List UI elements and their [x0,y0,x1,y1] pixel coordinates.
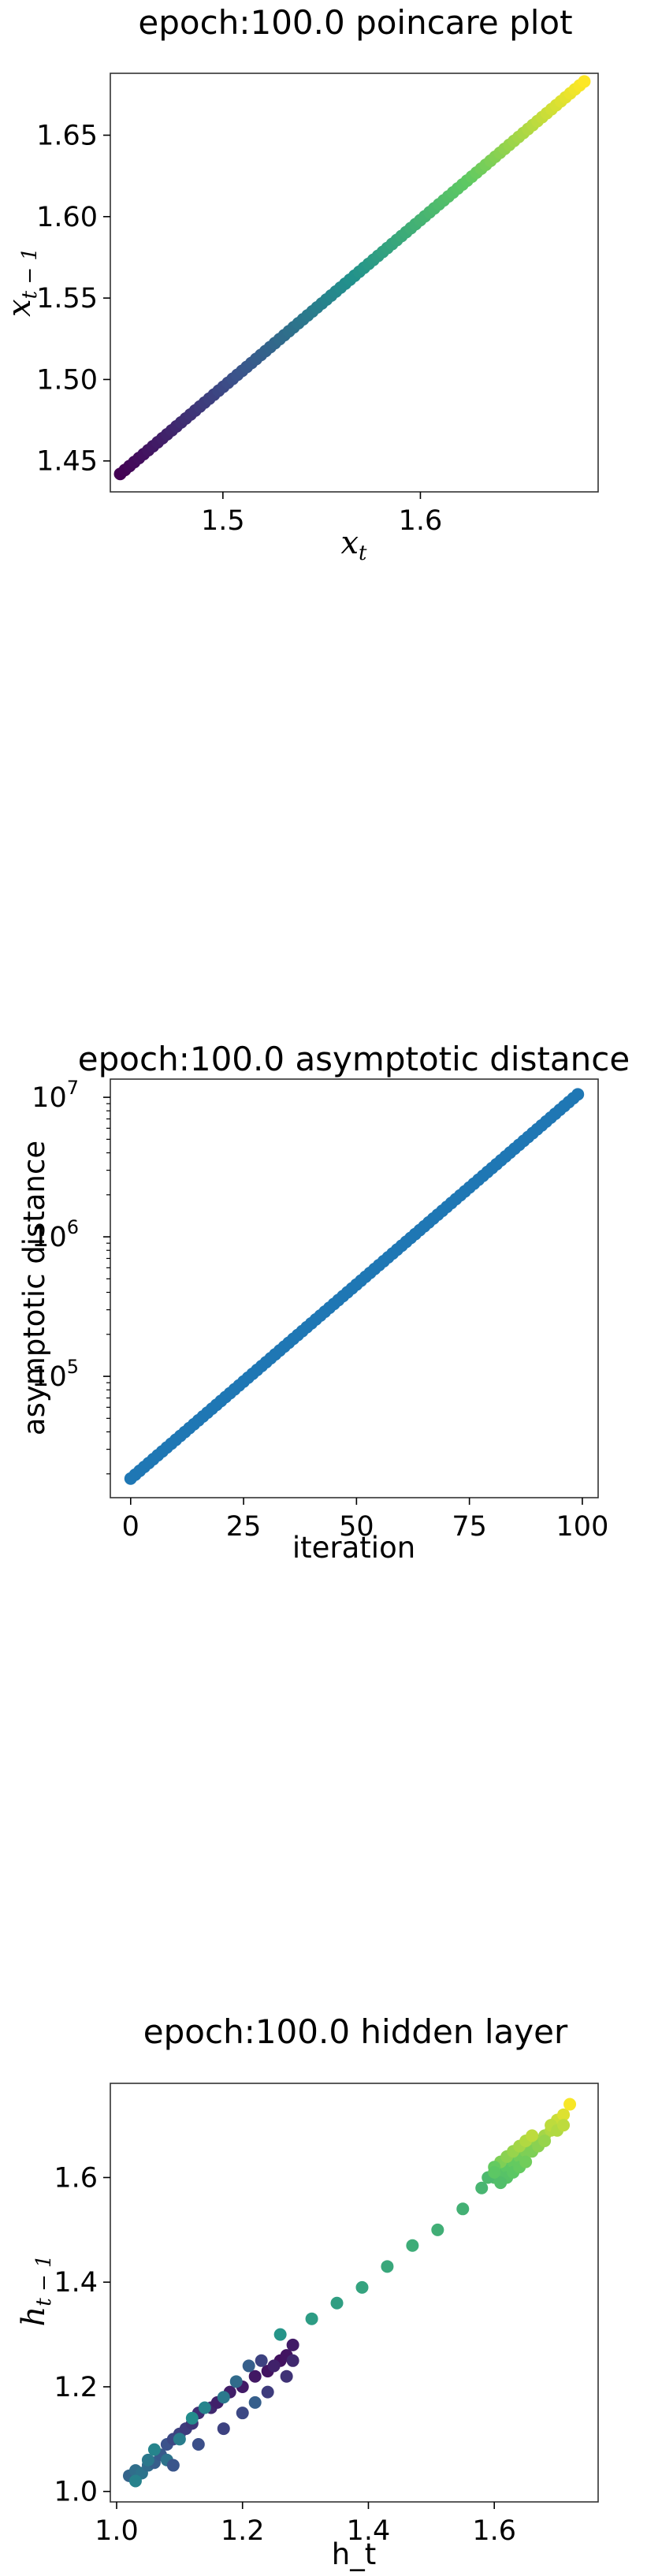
data-point [217,2391,230,2404]
data-point [519,2155,533,2168]
y-tick-label: 106 [32,1216,79,1253]
y-tick-label: 1.50 [36,364,98,396]
data-point [255,2354,268,2367]
data-point [236,2407,249,2420]
data-point [571,1088,585,1101]
data-point [248,2395,262,2409]
data-point [248,2369,262,2383]
x-tick-label: 75 [452,1511,487,1543]
data-point [242,2359,255,2373]
y-axis-label: xt − 1 [2,248,42,317]
data-point [286,2338,299,2351]
plot-frame [110,73,599,493]
y-tick-label: 1.60 [36,202,98,233]
x-ticks: 1.5 1.6 [201,492,442,537]
chart-title: epoch:100.0 asymptotic distance [78,1040,630,1078]
x-tick-label: 1.6 [399,505,443,537]
y-axis-label: ht − 1 [16,2254,56,2326]
data-point [166,2459,180,2472]
poincare-plot: epoch:100.0 poincare plot 1.5 1.6 1.45 1.5… [2,3,599,565]
y-tick-label: 1.6 [54,2162,98,2194]
data-point [267,2359,281,2373]
data-point [198,2401,211,2414]
data-point [280,2369,293,2383]
y-tick-label: 1.2 [54,2372,98,2403]
data-point [456,2202,470,2216]
x-tick-label: 1.0 [95,2515,139,2547]
y-ticks: 105 106 107 [32,1077,110,1475]
data-point [526,2129,539,2142]
y-tick-label: 1.0 [54,2477,98,2508]
y-ticks: 1.45 1.50 1.55 1.60 1.65 [36,121,110,478]
data-point [488,2165,501,2179]
x-tick-label: 50 [339,1511,374,1543]
data-point [557,2108,571,2121]
y-tick-label: 1.45 [36,446,98,478]
plot-frame [110,1078,599,1498]
asymptotic-distance-plot: epoch:100.0 asymptotic distance 0 25 50 75 1… [17,1040,630,1565]
data-point [173,2433,186,2446]
data-point [355,2280,369,2294]
data-point [128,2474,142,2488]
x-tick-label: 1.5 [201,505,245,537]
hidden-layer-plot: epoch:100.0 hidden layer 1.0 1.2 1.4 1.6 1.… [16,2012,599,2571]
data-point [406,2239,419,2252]
data-point [538,2135,552,2148]
data-point [261,2385,274,2399]
data-points [122,2098,577,2488]
y-axis-label: asymptotic distance [17,1141,51,1435]
x-tick-label: 1.4 [347,2515,391,2547]
data-point [141,2453,154,2466]
data-points [124,1088,585,1485]
x-axis-label: h_t [332,2537,376,2571]
data-point [286,2354,299,2367]
y-tick-label: 1.4 [54,2267,98,2299]
plot-frame [110,2083,599,2503]
data-point [229,2375,243,2388]
y-tick-label: 105 [32,1356,79,1393]
data-point [563,2098,577,2111]
data-point [147,2443,161,2456]
y-ticks: 1.0 1.2 1.4 1.6 [54,2162,110,2508]
data-point [305,2312,318,2325]
x-tick-label: 1.2 [221,2515,265,2547]
data-point [217,2422,230,2436]
data-point [273,2328,287,2341]
x-tick-label: 1.6 [472,2515,516,2547]
x-tick-label: 0 [122,1511,139,1543]
y-tick-label: 107 [32,1077,79,1114]
data-point [578,75,591,88]
data-point [557,2119,571,2132]
x-axis-label: iteration [292,1531,415,1565]
data-point [431,2223,444,2236]
data-point [475,2181,489,2194]
data-point [494,2176,508,2190]
y-tick-label: 1.65 [36,121,98,152]
x-axis-label: xt [340,525,367,565]
data-point [330,2296,344,2310]
data-point [185,2411,199,2425]
x-tick-label: 100 [556,1511,609,1543]
data-point [191,2437,205,2451]
chart-title: epoch:100.0 hidden layer [143,2012,568,2051]
x-ticks: 1.0 1.2 1.4 1.6 [95,2502,516,2547]
chart-title: epoch:100.0 poincare plot [138,3,572,42]
y-tick-label: 1.55 [36,283,98,315]
data-points [113,75,591,481]
x-ticks: 0 25 50 75 100 [122,1498,609,1543]
data-point [381,2260,394,2273]
x-tick-label: 25 [226,1511,262,1543]
